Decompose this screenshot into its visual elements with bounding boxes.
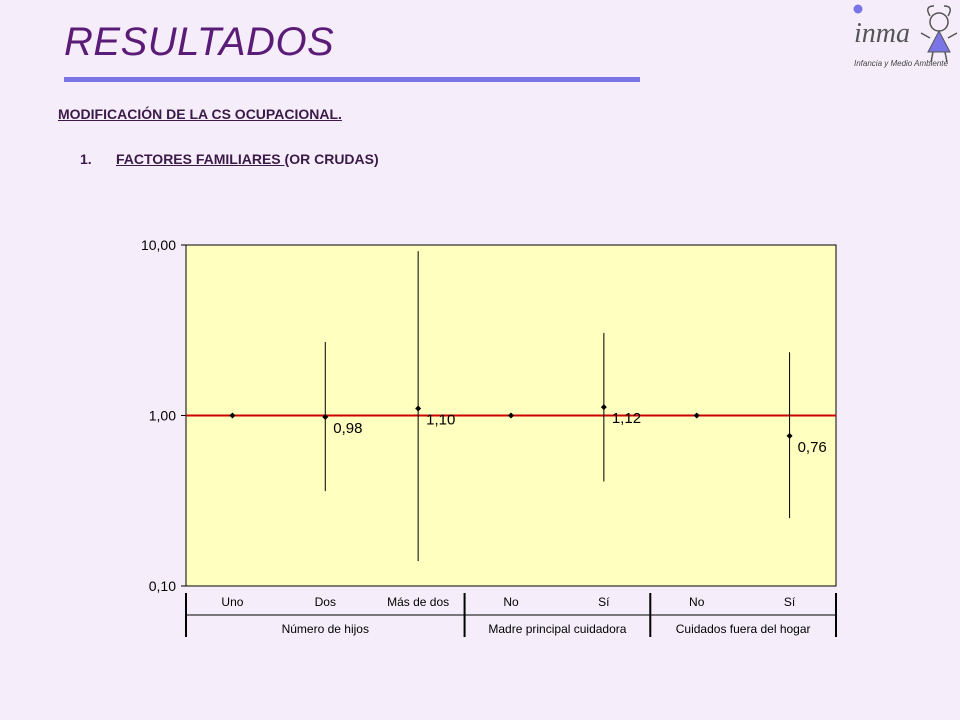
or-data-label: 0,76 <box>798 439 827 456</box>
x-category-label: Más de dos <box>387 595 449 609</box>
section-subtitle: MODIFICACIÓN DE LA CS OCUPACIONAL. <box>58 106 342 122</box>
list-item-factores: 1. FACTORES FAMILIARES (OR CRUDAS) <box>80 151 379 167</box>
x-category-label: No <box>503 595 519 609</box>
y-tick-label: 10,00 <box>141 237 176 253</box>
x-group-label: Madre principal cuidadora <box>488 622 626 636</box>
list-item-number: 1. <box>80 151 92 167</box>
or-data-label: 1,10 <box>426 411 455 428</box>
x-category-label: No <box>689 595 705 609</box>
or-point <box>600 404 607 411</box>
title-underline <box>64 77 640 82</box>
logo-dot <box>853 4 863 14</box>
or-point <box>693 412 700 419</box>
x-category-label: Uno <box>221 595 243 609</box>
x-category-label: Dos <box>315 595 336 609</box>
logo-wordmark: inma <box>854 18 910 49</box>
list-item-rest: (OR CRUDAS) <box>284 151 379 167</box>
y-tick-label: 0,10 <box>149 578 176 594</box>
logo-girl-dress <box>927 29 951 53</box>
x-category-label: Sí <box>598 595 610 609</box>
list-item-underlined: FACTORES FAMILIARES <box>116 151 285 167</box>
or-data-label: 0,98 <box>333 420 362 437</box>
x-group-label: Número de hijos <box>282 622 369 636</box>
or-point <box>786 432 793 439</box>
or-point <box>322 413 329 420</box>
page-title: RESULTADOS <box>64 20 335 64</box>
inma-logo: inma Infancia y Medio Ambiente <box>853 4 958 68</box>
or-point <box>415 405 422 412</box>
x-category-label: Sí <box>784 595 796 609</box>
logo-tagline: Infancia y Medio Ambiente <box>854 59 949 68</box>
or-point <box>508 412 514 419</box>
or-data-label: 1,12 <box>612 410 641 427</box>
y-tick-label: 1,00 <box>149 408 176 424</box>
or-point <box>229 412 236 419</box>
x-group-label: Cuidados fuera del hogar <box>676 622 811 636</box>
